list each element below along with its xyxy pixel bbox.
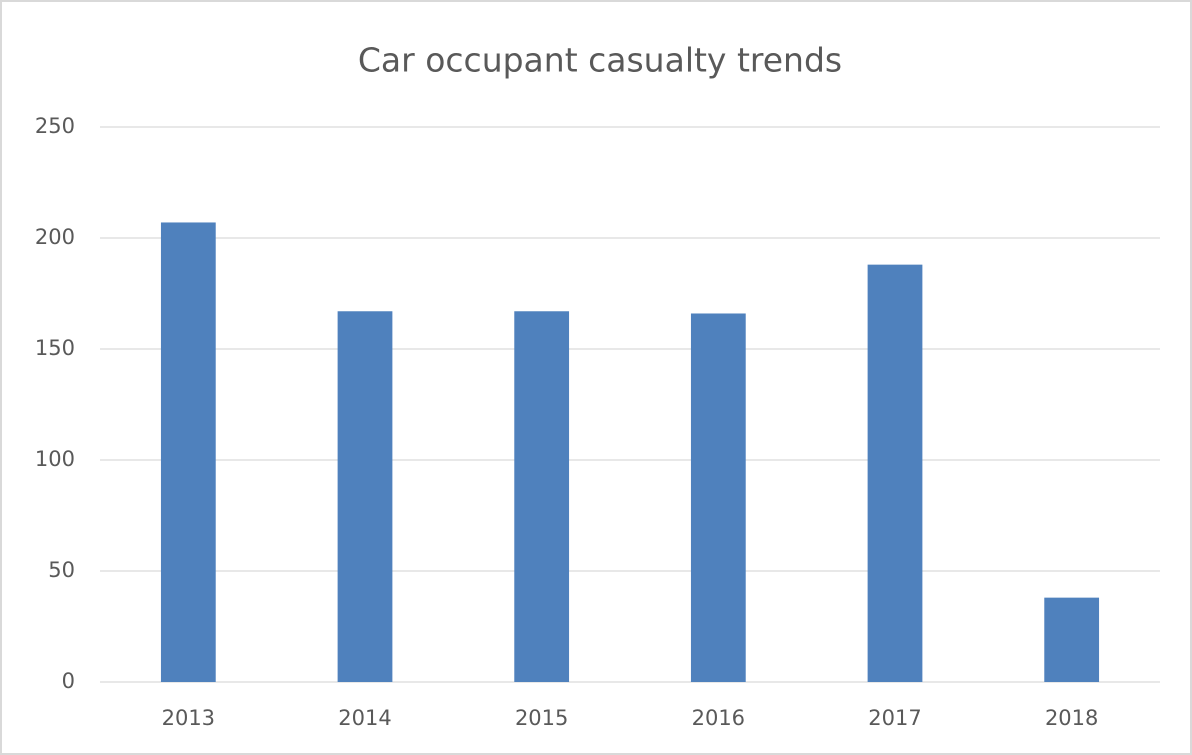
bar [514, 311, 570, 682]
x-tick-label: 2017 [868, 706, 921, 730]
y-tick-label: 200 [35, 225, 75, 249]
bar [160, 222, 216, 682]
y-tick-label: 0 [62, 669, 75, 693]
y-tick-label: 250 [35, 114, 75, 138]
chart-title: Car occupant casualty trends [358, 41, 842, 80]
x-tick-label: 2018 [1045, 706, 1098, 730]
x-tick-label: 2015 [515, 706, 568, 730]
x-tick-label: 2014 [338, 706, 391, 730]
y-tick-label: 100 [35, 447, 75, 471]
y-tick-label: 50 [48, 558, 75, 582]
x-tick-label: 2016 [692, 706, 745, 730]
bar [690, 313, 746, 682]
x-tick-label: 2013 [162, 706, 215, 730]
bar [337, 311, 393, 682]
bar [1044, 597, 1100, 682]
y-tick-label: 150 [35, 336, 75, 360]
bar [867, 264, 923, 682]
